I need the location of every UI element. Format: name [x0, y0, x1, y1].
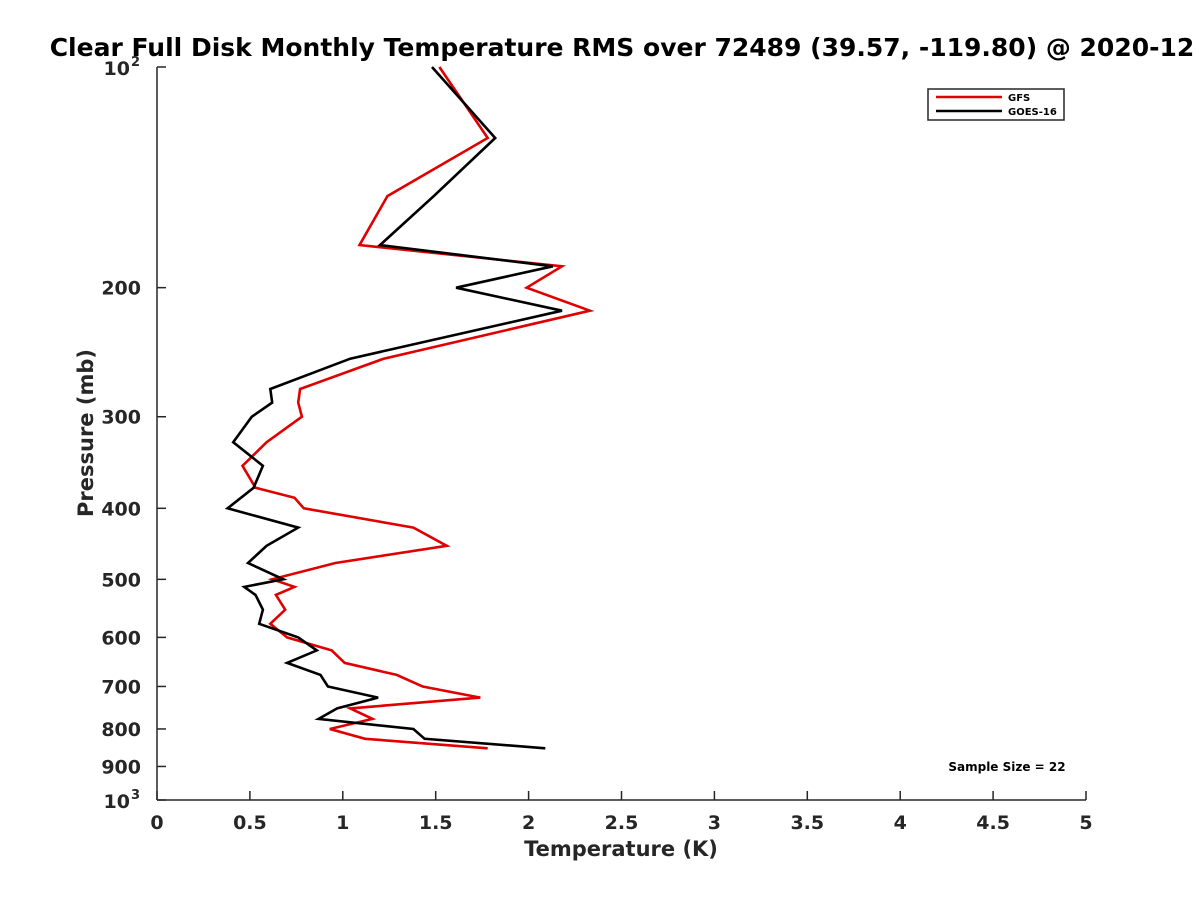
x-tick-label: 3 — [708, 812, 721, 834]
x-tick-label: 2.5 — [605, 812, 639, 834]
y-tick-label: 300 — [101, 407, 141, 429]
x-tick-label: 5 — [1079, 812, 1092, 834]
x-tick-label: 4.5 — [976, 812, 1010, 834]
x-ticks: 0 0.5 1 1.5 2 2.5 3 3.5 4 4.5 5 — [150, 791, 1093, 834]
sample-size-annotation: Sample Size = 22 — [948, 760, 1065, 774]
y-tick-label: 800 — [101, 719, 141, 741]
y-tick-label: 10 — [104, 791, 130, 813]
y-tick-exponent: 3 — [131, 788, 140, 803]
x-tick-label: 1.5 — [419, 812, 453, 834]
legend-label: GOES-16 — [1008, 107, 1057, 118]
legend-label: GFS — [1008, 93, 1030, 104]
x-tick-label: 0.5 — [233, 812, 267, 834]
y-tick-label: 10 — [104, 58, 130, 80]
series-line-goes-16 — [224, 66, 563, 750]
y-tick-exponent: 2 — [131, 55, 140, 70]
legend: GFS GOES-16 — [927, 88, 1065, 121]
y-tick-label: 500 — [101, 569, 141, 591]
x-tick-label: 2 — [522, 812, 535, 834]
axes — [156, 67, 1086, 801]
x-tick-label: 0 — [150, 812, 163, 834]
x-tick-label: 3.5 — [790, 812, 824, 834]
plot-area — [224, 66, 595, 750]
series-line-gfs — [240, 66, 595, 750]
y-tick-label: 700 — [101, 676, 141, 698]
y-tick-label: 400 — [101, 498, 141, 520]
y-tick-label: 600 — [101, 627, 141, 649]
x-tick-label: 4 — [894, 812, 907, 834]
x-tick-label: 1 — [336, 812, 349, 834]
legend-box — [927, 88, 1065, 121]
y-tick-label: 200 — [101, 278, 141, 300]
x-axis-label: Temperature (K) — [524, 837, 718, 861]
chart-title: Clear Full Disk Monthly Temperature RMS … — [50, 33, 1195, 62]
y-axis-label: Pressure (mb) — [74, 349, 98, 517]
y-tick-label: 900 — [101, 756, 141, 778]
